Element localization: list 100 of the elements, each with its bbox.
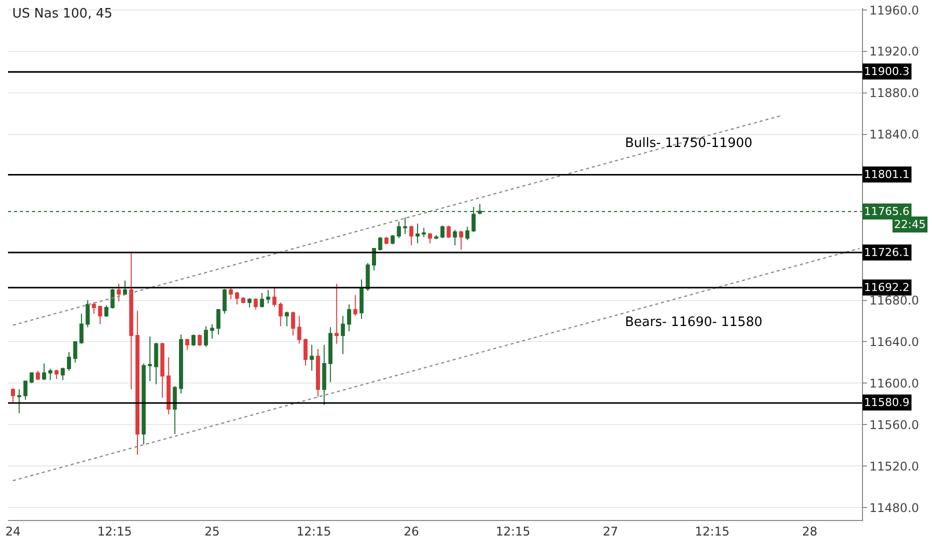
x-tick-label: 12:15 bbox=[296, 524, 332, 538]
candlestick bbox=[79, 313, 84, 344]
candlestick bbox=[235, 291, 240, 305]
candlestick bbox=[440, 225, 444, 239]
x-tick-label: 12:15 bbox=[97, 524, 132, 538]
candlestick bbox=[116, 283, 121, 302]
candlestick bbox=[266, 289, 270, 304]
candlestick bbox=[328, 326, 332, 383]
candlestick bbox=[390, 234, 395, 245]
candlestick bbox=[247, 298, 252, 308]
candlestick bbox=[86, 300, 90, 328]
candlestick bbox=[17, 388, 22, 414]
ref-line-label: 11726.1 bbox=[864, 246, 910, 259]
ref-line-label: 11580.9 bbox=[864, 396, 910, 409]
candlestick bbox=[422, 227, 426, 238]
candlestick bbox=[66, 352, 72, 372]
candlestick bbox=[403, 216, 408, 234]
candlestick bbox=[409, 225, 414, 246]
candlestick bbox=[347, 304, 352, 332]
candlestick bbox=[135, 310, 140, 456]
candlestick bbox=[92, 302, 96, 314]
candlestick bbox=[396, 221, 401, 239]
x-tick-label: 25 bbox=[204, 524, 220, 538]
candlestick bbox=[452, 229, 457, 246]
candlestick bbox=[260, 292, 264, 308]
candlestick bbox=[148, 336, 152, 382]
candlestick bbox=[241, 296, 246, 304]
annotation: Bears- 11690- 11580 bbox=[625, 315, 762, 330]
candlestick bbox=[291, 311, 296, 336]
y-tick-label: 11960.0 bbox=[869, 3, 920, 18]
annotation: Bulls- 11750-11900 bbox=[625, 136, 752, 151]
candlestick bbox=[198, 334, 202, 346]
candlestick bbox=[142, 363, 146, 445]
candlestick bbox=[10, 388, 15, 402]
candlestick bbox=[340, 315, 345, 355]
y-tick-label: 11880.0 bbox=[869, 86, 920, 100]
candlestick bbox=[459, 230, 464, 250]
ref-line-label: 11765.6 bbox=[864, 205, 910, 218]
chart-title: US Nas 100, 45 bbox=[12, 6, 112, 22]
x-tick-label: 26 bbox=[404, 524, 419, 538]
candlestick bbox=[179, 334, 184, 394]
candlestick bbox=[384, 236, 388, 245]
candlestick bbox=[73, 341, 78, 363]
x-tick-label: 12:15 bbox=[694, 524, 730, 538]
candlestick bbox=[98, 304, 102, 325]
x-tick-label: 28 bbox=[802, 524, 818, 538]
candlestick bbox=[48, 368, 52, 381]
y-tick-label: 11680.0 bbox=[869, 293, 920, 308]
candlestick bbox=[42, 363, 46, 381]
candlestick bbox=[166, 356, 171, 415]
candlestick bbox=[416, 223, 420, 244]
candlestick bbox=[110, 288, 115, 310]
candlestick bbox=[378, 236, 382, 252]
y-tick-label: 11520.0 bbox=[869, 459, 920, 474]
candlestick bbox=[160, 342, 164, 398]
candlestick bbox=[428, 232, 432, 244]
candlestick bbox=[446, 225, 451, 239]
y-tick-label: 11920.0 bbox=[869, 44, 920, 59]
candlestick bbox=[366, 262, 370, 292]
text: 22:45 bbox=[894, 218, 926, 231]
candlestick bbox=[284, 311, 289, 327]
ref-line-label: 11692.2 bbox=[864, 281, 910, 294]
x-tick-label: 27 bbox=[602, 524, 618, 538]
ref-line-label: 11900.3 bbox=[864, 65, 910, 78]
candlestick bbox=[304, 338, 308, 366]
candlestick bbox=[222, 288, 227, 314]
candlestick bbox=[316, 348, 320, 398]
y-tick-label: 11560.0 bbox=[869, 418, 920, 432]
candlestick bbox=[434, 234, 438, 240]
candlestick bbox=[30, 372, 34, 384]
ref-line-label: 11801.1 bbox=[864, 168, 910, 181]
candlestick bbox=[123, 280, 128, 296]
candlestick bbox=[210, 324, 214, 340]
candlestick bbox=[272, 287, 276, 307]
candlestick bbox=[278, 302, 283, 327]
candlestick bbox=[185, 338, 190, 351]
y-tick-label: 11600.0 bbox=[869, 376, 920, 390]
y-tick-label: 11640.0 bbox=[869, 334, 920, 349]
x-tick-label: 24 bbox=[5, 524, 21, 538]
candlestick bbox=[228, 287, 233, 300]
candlestick bbox=[334, 283, 339, 344]
candlestick bbox=[36, 370, 40, 381]
candlestick bbox=[322, 344, 326, 406]
y-tick-label: 11480.0 bbox=[869, 500, 920, 515]
candlestick bbox=[129, 251, 134, 390]
candlestick bbox=[254, 298, 258, 310]
candlestick bbox=[172, 386, 177, 434]
y-tick-label: 11840.0 bbox=[869, 128, 920, 142]
candlestick bbox=[216, 309, 220, 335]
candlestick bbox=[104, 304, 108, 318]
candlestick bbox=[360, 279, 364, 320]
candlestick bbox=[353, 294, 358, 316]
candlestick bbox=[23, 380, 28, 400]
candlestick bbox=[204, 326, 208, 348]
candlestick bbox=[310, 344, 314, 372]
candlestick bbox=[191, 334, 196, 346]
candlestick bbox=[297, 315, 302, 344]
candlestick bbox=[465, 226, 470, 241]
candlestick bbox=[154, 342, 158, 385]
candlestick bbox=[60, 367, 65, 381]
